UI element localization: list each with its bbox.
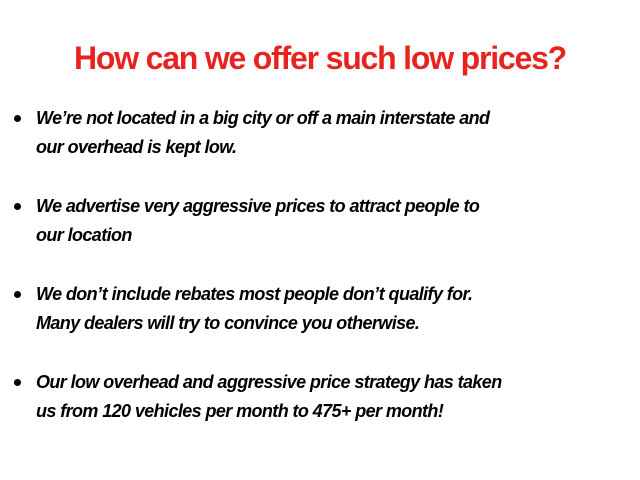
bullet-text-line: our location: [36, 225, 132, 245]
bullet-dot-icon: [14, 379, 21, 386]
bullet-text-line: Our low overhead and aggressive price st…: [36, 372, 502, 392]
bullet-dot-icon: [14, 115, 21, 122]
bullet-list: We’re not located in a big city or off a…: [14, 104, 614, 426]
bullet-item: Our low overhead and aggressive price st…: [14, 368, 614, 426]
bullet-item: We advertise very aggressive prices to a…: [14, 192, 614, 250]
bullet-text-line: We advertise very aggressive prices to a…: [36, 196, 480, 216]
bullet-text-line: Many dealers will try to convince you ot…: [36, 313, 420, 333]
bullet-text-line: We’re not located in a big city or off a…: [36, 108, 490, 128]
bullet-text-line: our overhead is kept low.: [36, 137, 237, 157]
bullet-text-line: We don’t include rebates most people don…: [36, 284, 473, 304]
slide-title: How can we offer such low prices?: [73, 40, 567, 76]
bullet-dot-icon: [14, 291, 21, 298]
bullet-item: We don’t include rebates most people don…: [14, 280, 614, 338]
bullet-text-line: us from 120 vehicles per month to 475+ p…: [36, 401, 444, 421]
bullet-dot-icon: [14, 203, 21, 210]
bullet-item: We’re not located in a big city or off a…: [14, 104, 614, 162]
